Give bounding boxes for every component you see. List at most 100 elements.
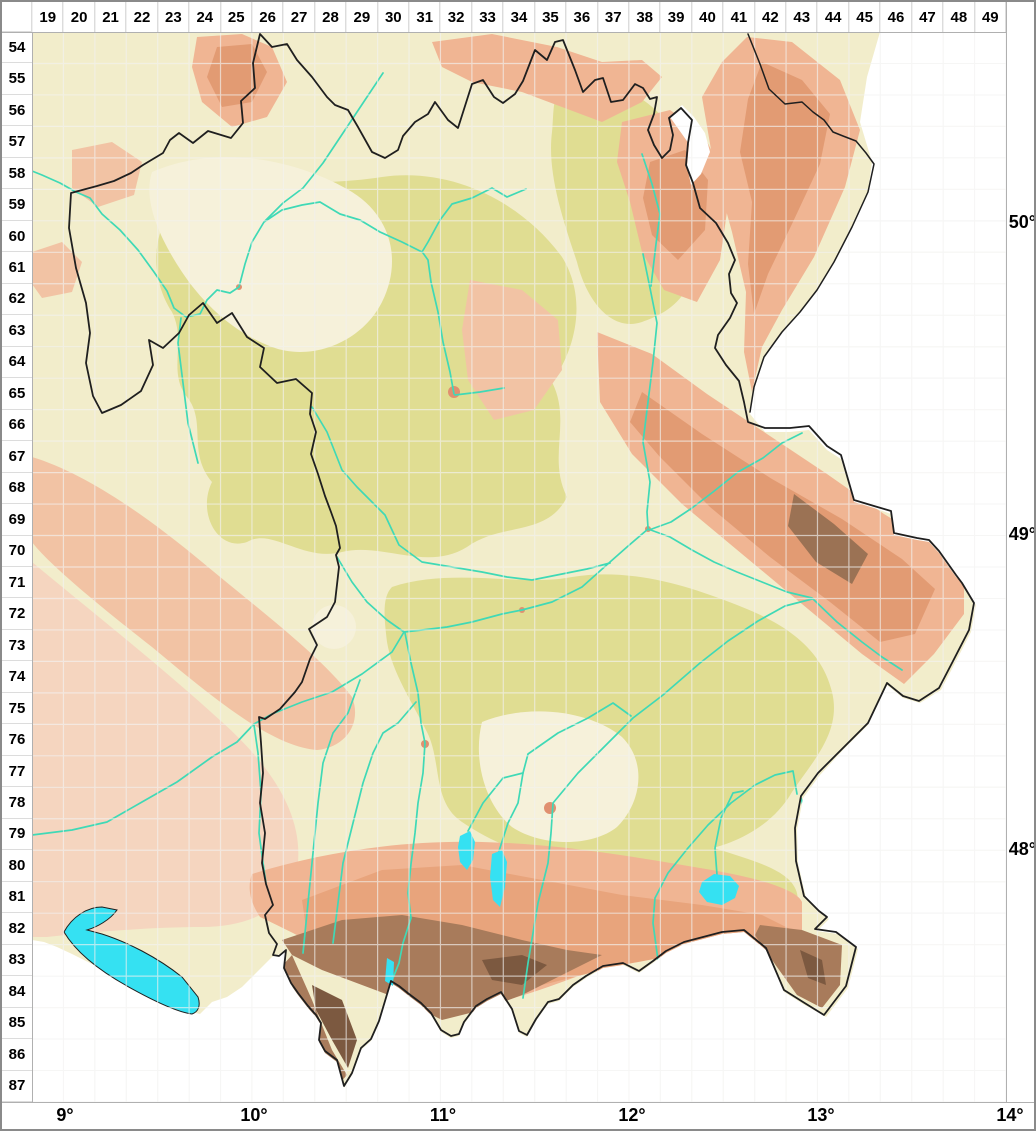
col-header-31: 31 — [409, 2, 441, 32]
col-header-33: 33 — [471, 2, 504, 32]
row-header-78: 78 — [2, 787, 32, 819]
latitude-label-49°: 49° — [1008, 524, 1036, 544]
row-header-68: 68 — [2, 472, 32, 505]
grid-corner-cell — [2, 2, 32, 32]
river-naab — [642, 253, 658, 529]
row-header-79: 79 — [2, 818, 32, 851]
row-header-86: 86 — [2, 1039, 32, 1071]
col-header-47: 47 — [911, 2, 944, 32]
longitude-label-11°: 11° — [429, 1105, 457, 1125]
river-wertach — [332, 701, 417, 944]
col-header-35: 35 — [534, 2, 567, 32]
row-header-69: 69 — [2, 504, 32, 536]
col-header-27: 27 — [283, 2, 315, 32]
col-header-39: 39 — [660, 2, 692, 32]
row-header-80: 80 — [2, 850, 32, 882]
river-regnitz — [422, 252, 455, 395]
col-header-24: 24 — [189, 2, 221, 32]
longitude-label-9°: 9° — [56, 1105, 74, 1125]
row-header-54: 54 — [2, 32, 32, 64]
col-header-28: 28 — [314, 2, 347, 32]
longitude-label-12°: 12° — [618, 1105, 646, 1125]
czech-border-line — [747, 33, 875, 413]
longitude-label-10°: 10° — [240, 1105, 268, 1125]
col-header-25: 25 — [220, 2, 252, 32]
bottom-bar-separator-line — [2, 1102, 1034, 1103]
col-header-46: 46 — [880, 2, 912, 32]
row-header-55: 55 — [2, 63, 32, 95]
bavaria-state-border — [68, 33, 975, 1087]
river-main — [32, 170, 527, 318]
row-header-72: 72 — [2, 598, 32, 630]
row-header-85: 85 — [2, 1007, 32, 1040]
river-amper — [467, 702, 632, 832]
river-lech — [390, 632, 426, 984]
river-danube — [32, 528, 903, 836]
row-header-87: 87 — [2, 1070, 32, 1102]
row-header-76: 76 — [2, 724, 32, 756]
longitude-label-13°: 13° — [807, 1105, 835, 1125]
row-header-65: 65 — [2, 378, 32, 410]
row-header-77: 77 — [2, 755, 32, 788]
row-header-75: 75 — [2, 692, 32, 725]
river-guenz — [302, 679, 361, 954]
right-margin-separator-line — [1006, 2, 1007, 1102]
river-pegnitz — [454, 387, 505, 396]
col-header-37: 37 — [597, 2, 629, 32]
river-inn — [652, 770, 798, 984]
header-separator-line — [2, 32, 1006, 33]
col-header-20: 20 — [63, 2, 95, 32]
row-header-56: 56 — [2, 94, 32, 127]
row-header-64: 64 — [2, 346, 32, 379]
col-header-32: 32 — [440, 2, 472, 32]
row-header-66: 66 — [2, 409, 32, 442]
col-header-21: 21 — [94, 2, 127, 32]
longitude-label-14°: 14° — [996, 1105, 1024, 1125]
row-header-81: 81 — [2, 881, 32, 914]
col-header-42: 42 — [754, 2, 787, 32]
latitude-label-50°: 50° — [1008, 212, 1036, 232]
border-layer — [68, 33, 975, 1087]
row-header-70: 70 — [2, 535, 32, 567]
col-header-41: 41 — [723, 2, 755, 32]
row-header-57: 57 — [2, 126, 32, 158]
row-header-71: 71 — [2, 567, 32, 599]
col-header-43: 43 — [786, 2, 818, 32]
row-header-58: 58 — [2, 157, 32, 190]
row-header-67: 67 — [2, 441, 32, 473]
row-header-82: 82 — [2, 913, 32, 945]
col-header-36: 36 — [566, 2, 598, 32]
row-header-61: 61 — [2, 252, 32, 284]
col-header-49: 49 — [974, 2, 1006, 32]
river-tauber — [177, 317, 199, 464]
col-header-48: 48 — [943, 2, 975, 32]
river-woernitz — [336, 556, 405, 633]
lake-forggensee — [385, 958, 394, 986]
row-header-83: 83 — [2, 944, 32, 977]
col-header-45: 45 — [848, 2, 881, 32]
col-header-44: 44 — [817, 2, 849, 32]
col-header-29: 29 — [346, 2, 378, 32]
row-header-84: 84 — [2, 976, 32, 1008]
row-header-63: 63 — [2, 315, 32, 347]
col-header-23: 23 — [157, 2, 190, 32]
rowbar-separator-line — [32, 32, 33, 1102]
col-header-40: 40 — [691, 2, 724, 32]
river-isar — [522, 598, 813, 999]
river-alz — [714, 790, 744, 876]
row-header-62: 62 — [2, 283, 32, 316]
as-salient-white — [670, 105, 710, 185]
river-regen — [648, 432, 803, 531]
col-header-38: 38 — [628, 2, 661, 32]
col-header-26: 26 — [251, 2, 284, 32]
col-header-19: 19 — [32, 2, 64, 32]
grid-lines — [32, 32, 1006, 1102]
col-header-30: 30 — [377, 2, 410, 32]
row-header-59: 59 — [2, 189, 32, 221]
col-header-34: 34 — [503, 2, 535, 32]
latitude-label-48°: 48° — [1008, 839, 1036, 859]
col-header-22: 22 — [126, 2, 158, 32]
row-header-73: 73 — [2, 629, 32, 662]
